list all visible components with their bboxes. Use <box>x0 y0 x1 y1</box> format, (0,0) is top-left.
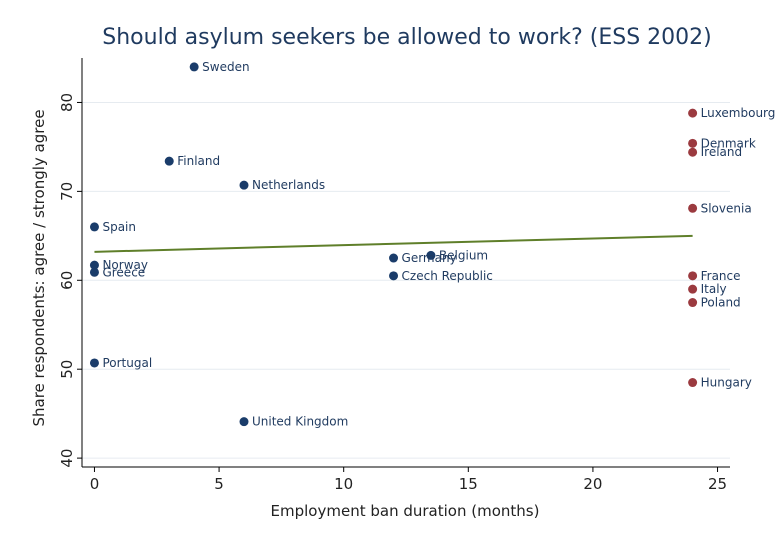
x-tick-label: 10 <box>334 475 353 493</box>
y-tick-label: 70 <box>58 182 76 201</box>
data-point-label: Greece <box>102 265 145 279</box>
data-point-label: France <box>701 269 741 283</box>
data-point <box>89 267 99 277</box>
fit-line <box>94 234 693 253</box>
data-point-label: Germany <box>402 251 457 265</box>
x-axis-label: Employment ban duration (months) <box>271 502 540 520</box>
data-point <box>89 358 99 368</box>
data-point <box>688 298 698 308</box>
data-point-label: Slovenia <box>701 201 752 215</box>
data-point-label: Denmark <box>701 136 756 150</box>
data-point <box>239 180 249 190</box>
data-point <box>688 203 698 213</box>
data-points <box>89 62 698 427</box>
data-point <box>164 156 174 166</box>
data-point <box>688 138 698 148</box>
data-point <box>389 271 399 281</box>
gridlines <box>82 101 730 459</box>
data-point-label: Finland <box>177 154 220 168</box>
y-tick-label: 60 <box>58 271 76 290</box>
y-axis-label: Share respondents: agree / strongly agre… <box>30 109 48 426</box>
data-point <box>688 147 698 157</box>
chart-title: Should asylum seekers be allowed to work… <box>102 25 711 50</box>
x-tick-label: 0 <box>90 475 100 493</box>
x-tick-label: 15 <box>459 475 478 493</box>
data-point-label: Belgium <box>439 248 488 262</box>
data-point <box>89 222 99 232</box>
data-point <box>688 284 698 294</box>
data-point-label: Portugal <box>102 356 152 370</box>
data-point <box>389 253 399 263</box>
x-tick-label: 20 <box>583 475 602 493</box>
data-point-label: Netherlands <box>252 178 325 192</box>
data-point-label: Sweden <box>202 60 249 74</box>
data-point <box>688 378 698 388</box>
data-point <box>89 260 99 270</box>
y-tick-label: 40 <box>58 449 76 468</box>
x-tick-label: 25 <box>708 475 727 493</box>
data-point <box>688 271 698 281</box>
data-point-label: Italy <box>701 282 727 296</box>
data-point <box>426 250 436 260</box>
data-point-label: Poland <box>701 296 741 310</box>
data-point-label: Ireland <box>701 145 743 159</box>
y-tick-label: 80 <box>58 93 76 112</box>
fit-line-group <box>94 234 693 253</box>
data-point <box>688 108 698 118</box>
x-tick-label: 5 <box>214 475 224 493</box>
data-point <box>189 62 199 72</box>
data-point-label: Luxembourg <box>701 106 775 120</box>
data-point <box>239 417 249 427</box>
y-tick-label: 50 <box>58 360 76 379</box>
axes <box>81 58 730 468</box>
data-point-label: United Kingdom <box>252 415 348 429</box>
data-point-label: Hungary <box>701 376 752 390</box>
tick-marks: 40 50 60 70 80 0 5 10 15 20 25 <box>58 93 727 493</box>
data-point-label: Czech Republic <box>402 269 493 283</box>
point-labels: Sweden Finland Netherlands Spain NorwayGreec… <box>102 60 775 429</box>
data-point-label: Norway <box>102 258 148 272</box>
data-point-label: Spain <box>102 220 136 234</box>
